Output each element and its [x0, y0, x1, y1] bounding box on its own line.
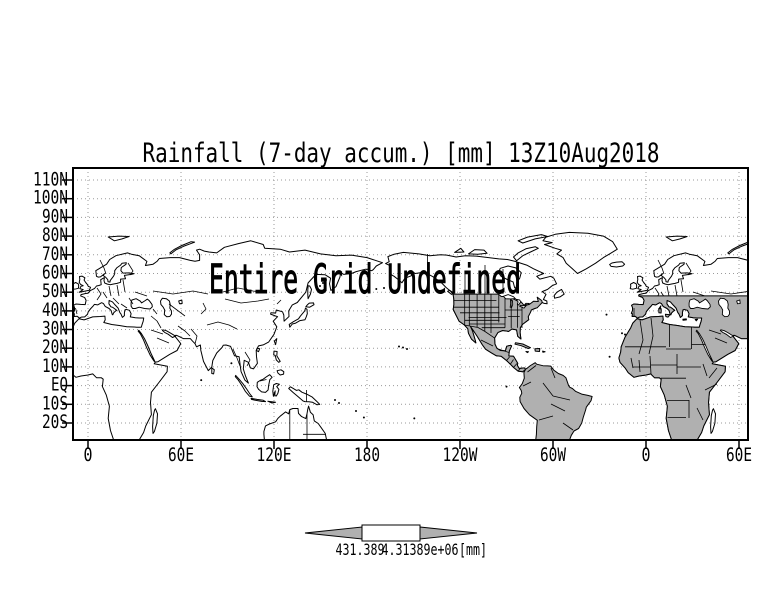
- lon-tick-label: 60E: [726, 444, 752, 466]
- lon-tick-label: 0: [642, 444, 651, 466]
- axis-tick-marks: [62, 179, 740, 449]
- shaded-caribbean: [514, 342, 546, 354]
- lat-tick-label: 50N: [42, 280, 68, 302]
- lat-tick-label: 20N: [42, 336, 68, 358]
- lon-tick-label: 180: [354, 444, 380, 466]
- shaded-north-america: [452, 293, 543, 373]
- lat-tick-label: 10S: [42, 392, 68, 414]
- lat-tick-label: 30N: [42, 318, 68, 340]
- lat-tick-label: 90N: [42, 205, 68, 227]
- lon-tick-label: 60E: [168, 444, 194, 466]
- undefined-grid-watermark: Entire Grid Undefined: [209, 257, 521, 303]
- lat-tick-label: 80N: [42, 224, 68, 246]
- lon-axis: 0 60E 120E 180 120W 60W 0 60E: [84, 444, 753, 466]
- lon-tick-label: 120E: [257, 444, 292, 466]
- south-america-borders: [522, 365, 574, 431]
- plot-title: Rainfall (7-day accum.) [mm] 13Z10Aug201…: [143, 138, 660, 169]
- lat-tick-label: EQ: [51, 374, 68, 396]
- colorbar-unit-label: [mm]: [459, 540, 487, 559]
- shaded-south-america: [518, 362, 593, 440]
- lat-tick-label: 100N: [33, 187, 68, 209]
- lat-tick-label: 110N: [33, 169, 68, 191]
- lat-tick-label: 20S: [42, 411, 68, 433]
- world-map: [48, 232, 748, 440]
- colorbar-left-arrow: [304, 526, 363, 540]
- plot-border: [72, 167, 749, 441]
- lat-tick-label: 40N: [42, 299, 68, 321]
- lat-axis: 110N 100N 90N 80N 70N 60N 50N 40N 30N 20…: [33, 169, 68, 434]
- colorbar-right-arrow: [419, 526, 478, 540]
- colorbar-left-label: 431.389: [336, 540, 385, 559]
- us-state-borders: [453, 294, 523, 372]
- lon-tick-label: 60W: [540, 444, 566, 466]
- lat-tick-label: 60N: [42, 262, 68, 284]
- shaded-med-islands: [658, 305, 699, 322]
- lon-tick-label: 120W: [443, 444, 478, 466]
- colorbar-right-label: 4.31389e+06: [382, 540, 459, 559]
- aral-sea-shaded-copy: [736, 299, 741, 305]
- colorbar-box: [361, 524, 421, 542]
- lat-tick-label: 70N: [42, 243, 68, 265]
- lat-tick-label: 10N: [42, 355, 68, 377]
- lon-tick-label: 0: [84, 444, 93, 466]
- africa-borders: [625, 308, 728, 421]
- shaded-africa-europe: [618, 295, 748, 440]
- colorbar: 431.389 4.31389e+06 [mm]: [304, 524, 487, 559]
